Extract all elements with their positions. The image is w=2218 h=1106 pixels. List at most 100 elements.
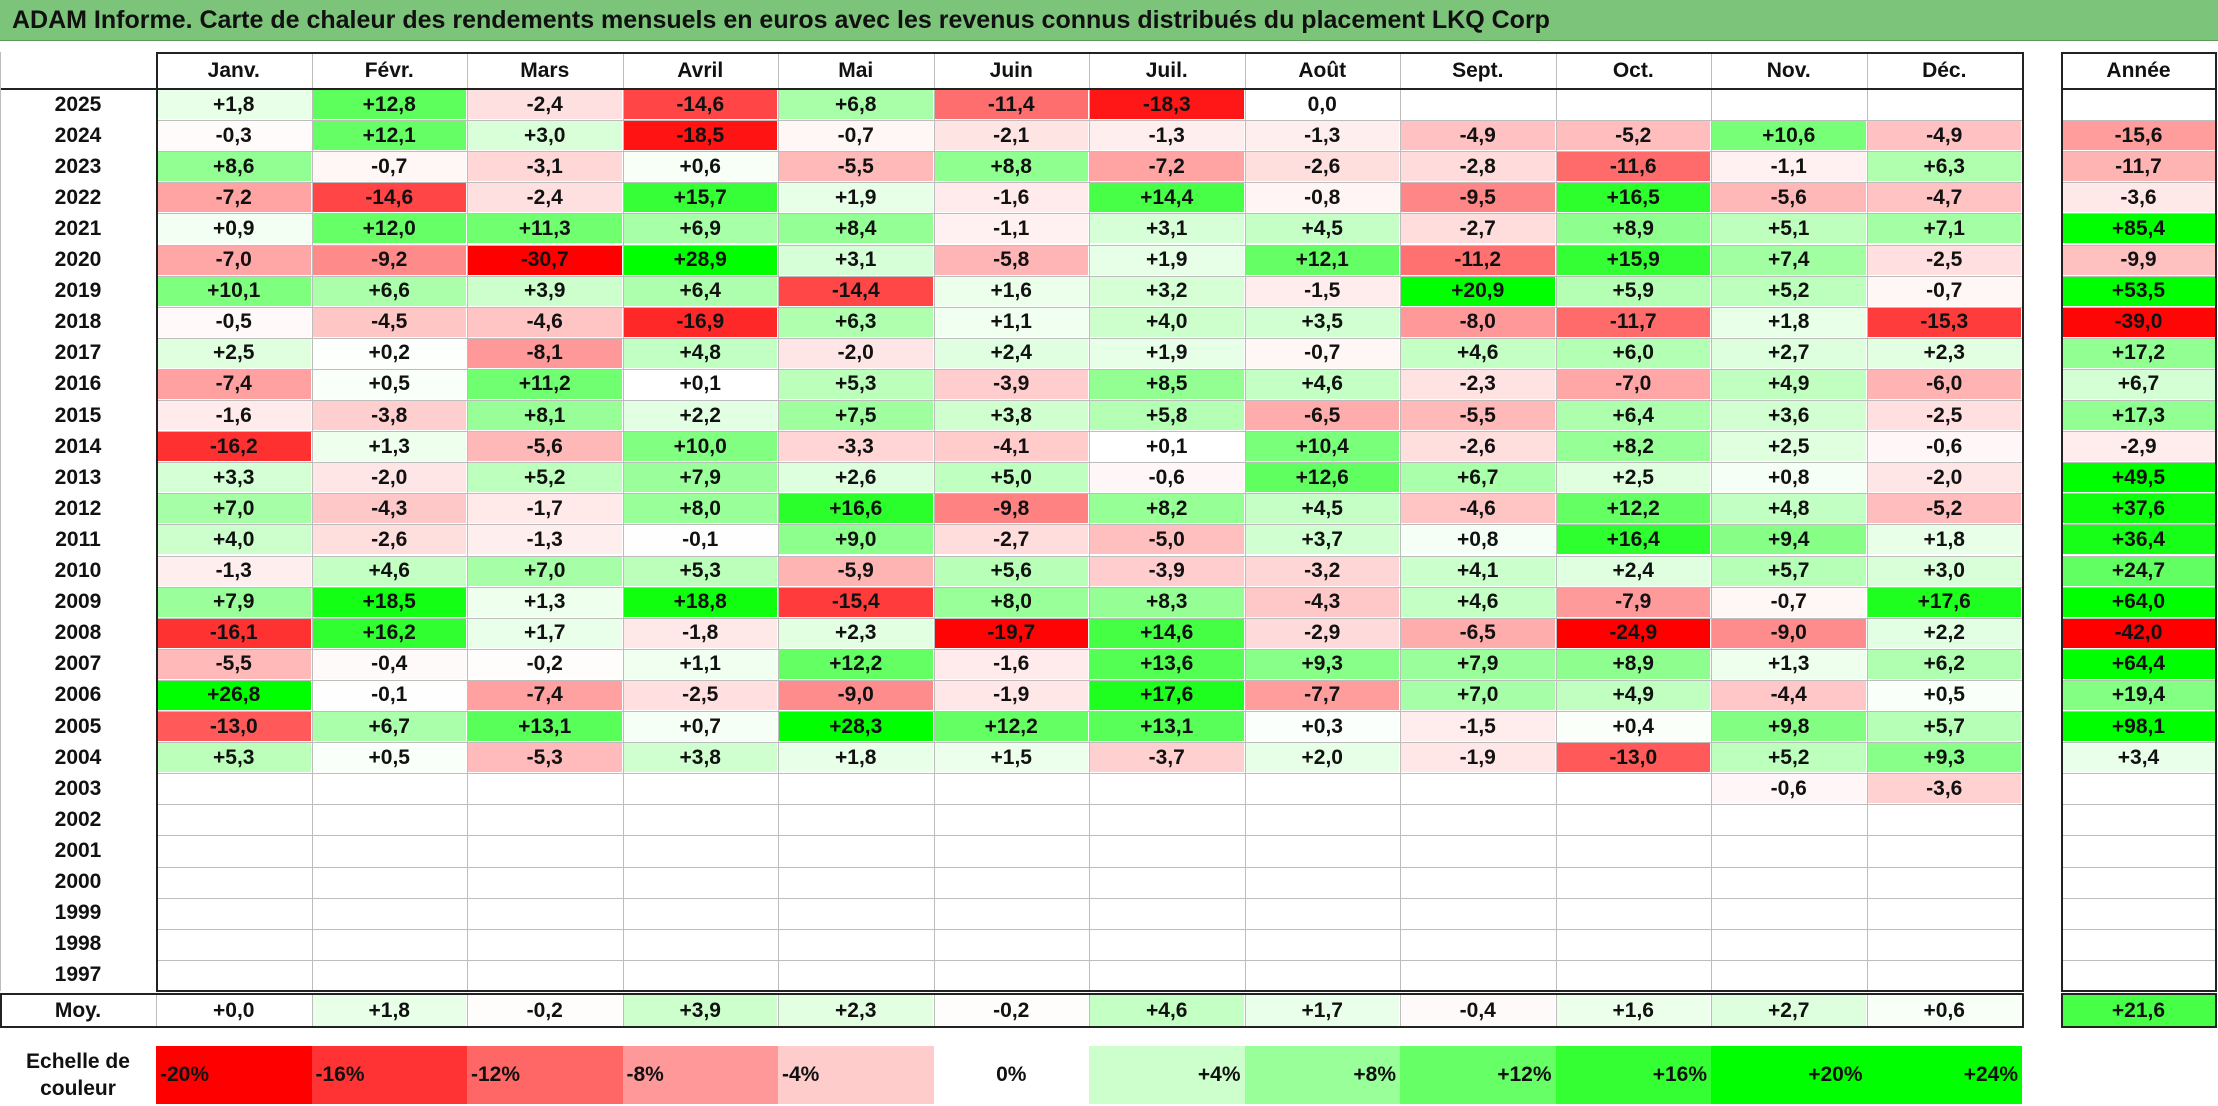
heatmap-cell (1246, 899, 1400, 928)
year-label: 2023 (54, 154, 102, 178)
heatmap-cell: -4,3 (1245, 587, 1399, 617)
heatmap-cell: -7,2 (157, 183, 311, 213)
heatmap-cell: +0,8 (1712, 463, 1866, 493)
heatmap-cell: +4,6 (312, 556, 466, 586)
grid-line (156, 994, 157, 1027)
scale-swatch: +20% (1711, 1046, 1867, 1104)
month-header: Juin (989, 58, 1033, 82)
grid-line (1244, 994, 1246, 1027)
heatmap-cell (624, 961, 778, 990)
heatmap-cell: -0,8 (1245, 183, 1399, 213)
month-header: Mars (520, 58, 570, 82)
month-header: Déc. (1922, 58, 1967, 82)
heatmap-cell: +5,2 (468, 463, 622, 493)
heatmap-cell (1557, 836, 1711, 865)
heatmap-cell: +5,8 (1090, 401, 1244, 431)
grid-line (2061, 213, 2216, 215)
year-label: 1999 (54, 901, 102, 925)
year-label: 2022 (54, 185, 102, 209)
heatmap-cell: +12,1 (312, 121, 466, 151)
grid-line (2022, 994, 2023, 1027)
average-label: Moy. (54, 998, 102, 1022)
heatmap-cell: -1,9 (1401, 743, 1555, 773)
grid-line (2061, 244, 2216, 246)
heatmap-cell (624, 899, 778, 928)
heatmap-cell (624, 930, 778, 959)
scale-swatch: -12% (467, 1046, 623, 1104)
year-label: 2002 (54, 807, 102, 831)
heatmap-cell: +11,2 (468, 369, 622, 399)
heatmap-cell (157, 868, 311, 897)
heatmap-cell (468, 868, 622, 897)
heatmap-cell: +0,1 (1090, 432, 1244, 462)
heatmap-cell: +2,2 (1867, 618, 2021, 648)
heatmap-cell (157, 836, 311, 865)
heatmap-cell: -2,0 (1867, 463, 2021, 493)
annual-cell (2062, 836, 2215, 865)
grid-line (1244, 52, 1246, 991)
heatmap-cell: +5,2 (1712, 743, 1866, 773)
grid-line (2022, 52, 2023, 991)
grid-line (2061, 990, 2216, 992)
grid-line (2061, 493, 2216, 495)
heatmap-cell (779, 774, 933, 803)
heatmap-cell: -15,3 (1867, 307, 2021, 337)
annual-cell: +24,7 (2062, 556, 2215, 586)
heatmap-cell: +17,6 (1867, 587, 2021, 617)
average-cell: +1,8 (312, 995, 466, 1026)
heatmap-cell: -4,3 (312, 494, 466, 524)
heatmap-cell: -5,2 (1556, 121, 1710, 151)
heatmap-cell: -9,5 (1401, 183, 1555, 213)
annual-cell (2062, 774, 2215, 803)
heatmap-cell: +2,4 (1556, 556, 1710, 586)
heatmap-cell: +6,6 (312, 276, 466, 306)
heatmap-cell: +5,0 (934, 463, 1088, 493)
heatmap-cell: -2,4 (468, 183, 622, 213)
heatmap-cell: -2,5 (623, 680, 777, 710)
year-label: 2017 (54, 341, 102, 365)
heatmap-cell: +7,9 (157, 587, 311, 617)
heatmap-cell: +2,4 (934, 338, 1088, 368)
heatmap-cell: +0,2 (312, 338, 466, 368)
heatmap-cell: +6,8 (779, 90, 933, 120)
heatmap-cell: +13,1 (1090, 712, 1244, 742)
year-label: 2021 (54, 216, 102, 240)
heatmap-cell: +15,9 (1556, 245, 1710, 275)
year-label: 2015 (54, 403, 102, 427)
heatmap-cell: -18,5 (623, 121, 777, 151)
heatmap-cell: +9,8 (1712, 712, 1866, 742)
annual-cell: +19,4 (2062, 680, 2215, 710)
heatmap-cell: -16,1 (157, 618, 311, 648)
heatmap-cell: +2,7 (1712, 338, 1866, 368)
grid-line (1555, 52, 1557, 991)
heatmap-cell: +6,9 (623, 214, 777, 244)
heatmap-cell: -3,6 (1867, 774, 2021, 804)
heatmap-cell: -2,6 (312, 525, 466, 555)
heatmap-cell (313, 930, 467, 959)
annual-cell: +49,5 (2062, 463, 2215, 493)
year-label: 2007 (54, 652, 102, 676)
heatmap-cell: +1,8 (1867, 525, 2021, 555)
heatmap-cell: +5,6 (934, 556, 1088, 586)
grid-line (2061, 306, 2216, 308)
grid-line (2061, 648, 2216, 650)
chart-title: ADAM Informe. Carte de chaleur des rende… (12, 6, 1550, 34)
year-label: 2010 (54, 559, 102, 583)
heatmap-cell: -2,6 (1401, 432, 1555, 462)
heatmap-cell: +5,3 (779, 369, 933, 399)
heatmap-cell: -0,6 (1867, 432, 2021, 462)
heatmap-cell: -11,4 (934, 90, 1088, 120)
scale-swatch: +24% (1866, 1046, 2022, 1104)
heatmap-cell: +8,8 (934, 152, 1088, 182)
annual-cell: +53,5 (2062, 276, 2215, 306)
heatmap-cell (1401, 774, 1555, 803)
year-column-header: Année (2106, 58, 2171, 82)
heatmap-cell: +0,5 (312, 369, 466, 399)
grid-line (2061, 275, 2216, 277)
heatmap-cell: +1,9 (1090, 338, 1244, 368)
heatmap-cell: +15,7 (623, 183, 777, 213)
heatmap-cell: -6,5 (1401, 618, 1555, 648)
year-label: 2003 (54, 776, 102, 800)
heatmap-cell: -6,0 (1867, 369, 2021, 399)
heatmap-cell: +6,0 (1556, 338, 1710, 368)
